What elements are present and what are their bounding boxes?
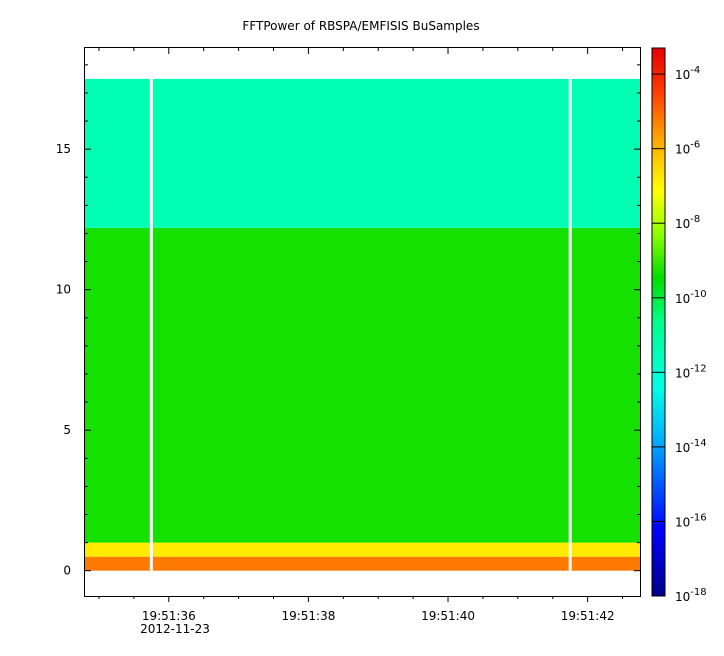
colorbar-tick-label: 10-18 <box>675 587 707 604</box>
x-tick-label: 19:51:42 <box>561 609 615 623</box>
data-gap <box>149 78 153 571</box>
colorbar-tick-exponent: -10 <box>690 289 706 300</box>
colorbar-tick-exponent: -12 <box>690 363 706 374</box>
y-tick-label: 10 <box>56 283 71 297</box>
y-tick-label: 15 <box>56 142 71 156</box>
x-tick-label: 19:51:38 <box>281 609 335 623</box>
x-axis-date-label: 2012-11-23 <box>140 622 210 636</box>
colorbar-tick-exponent: -16 <box>690 512 706 523</box>
spectrogram-heatmap <box>85 78 640 571</box>
colorbar-tick-exponent: -4 <box>690 65 700 76</box>
x-tick-label: 19:51:36 <box>142 609 196 623</box>
power-band <box>85 556 640 571</box>
colorbar-tick-label: 10-14 <box>675 438 707 455</box>
colorbar-tick-label: 10-10 <box>675 289 707 306</box>
colorbar-tick-exponent: -6 <box>690 140 700 151</box>
power-band <box>85 227 640 543</box>
x-axis: 19:51:36 19:51:38 19:51:40 19:51:42 <box>98 48 624 623</box>
power-band <box>85 542 640 557</box>
data-gaps <box>149 78 572 571</box>
colorbar-tick-exponent: -18 <box>690 587 706 598</box>
colorbar-gradient <box>651 47 666 597</box>
power-band <box>85 78 640 228</box>
y-tick-label: 5 <box>63 423 71 437</box>
colorbar-tick-exponent: -14 <box>690 438 706 449</box>
y-tick-label: 0 <box>63 564 71 578</box>
colorbar: 10-4 10-6 10-8 10-10 10-12 10-14 10-16 10-18 <box>651 47 707 604</box>
colorbar-tick-label: 10-4 <box>675 65 700 82</box>
y-axis: 0 5 10 15 <box>56 64 640 578</box>
colorbar-tick-label: 10-16 <box>675 512 707 529</box>
colorbar-tick-label: 10-8 <box>675 214 700 231</box>
colorbar-tick-label: 10-12 <box>675 363 707 380</box>
x-tick-label: 19:51:40 <box>421 609 475 623</box>
data-gap <box>568 78 572 571</box>
plot-frame <box>84 47 641 597</box>
chart-title: FFTPower of RBSPA/EMFISIS BuSamples <box>242 19 479 33</box>
colorbar-tick-label: 10-6 <box>675 140 700 157</box>
colorbar-tick-exponent: -8 <box>690 214 700 225</box>
